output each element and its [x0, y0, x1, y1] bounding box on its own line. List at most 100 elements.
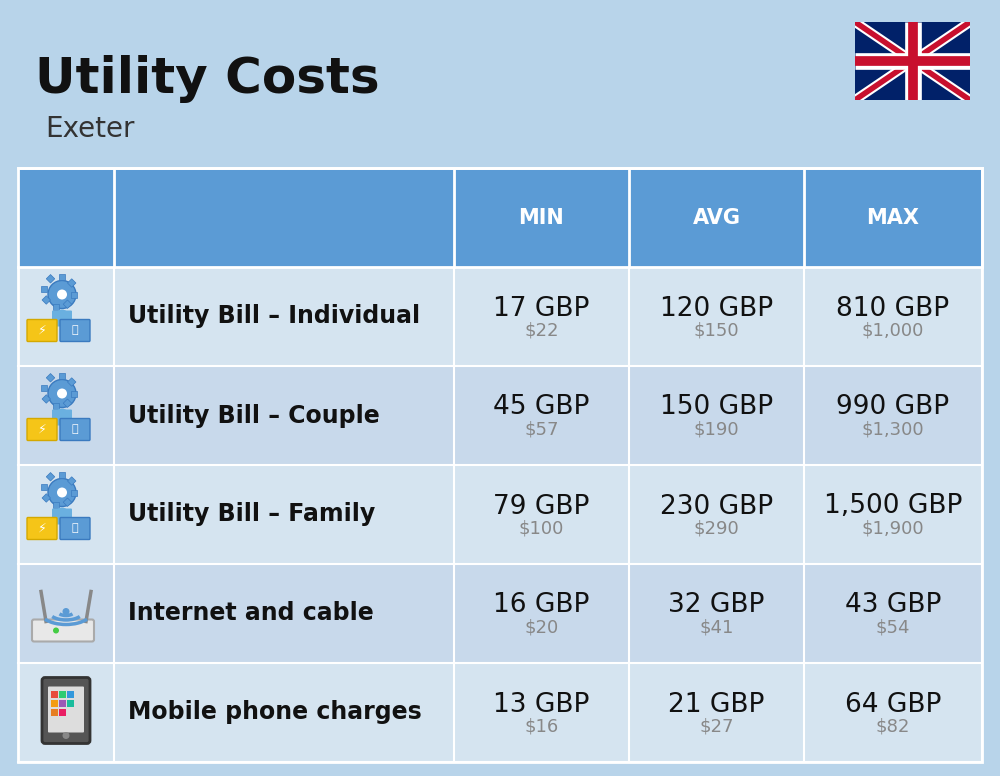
Bar [67, 476, 76, 485]
FancyBboxPatch shape [32, 619, 94, 642]
FancyBboxPatch shape [60, 320, 90, 341]
Bar [59, 708, 66, 715]
Text: 230 GBP: 230 GBP [660, 494, 773, 519]
Text: ⚡: ⚡ [38, 522, 46, 535]
FancyBboxPatch shape [52, 410, 72, 425]
Text: 21 GBP: 21 GBP [668, 691, 765, 718]
Circle shape [53, 628, 59, 633]
FancyBboxPatch shape [27, 320, 57, 341]
Text: 32 GBP: 32 GBP [668, 593, 765, 618]
Text: $27: $27 [699, 718, 734, 736]
Bar [454, 168, 629, 267]
Text: $20: $20 [524, 618, 559, 636]
Text: $190: $190 [694, 421, 739, 438]
Text: 13 GBP: 13 GBP [493, 691, 590, 718]
Bar [53, 501, 59, 508]
Text: 990 GBP: 990 GBP [836, 394, 950, 421]
Bar [63, 300, 72, 309]
Bar [67, 699, 74, 706]
Circle shape [57, 487, 67, 497]
Text: Utility Bill – Couple: Utility Bill – Couple [128, 404, 380, 428]
Text: $57: $57 [524, 421, 559, 438]
Text: MAX: MAX [866, 207, 920, 227]
Bar [63, 399, 72, 407]
Circle shape [62, 608, 70, 615]
Text: MIN: MIN [519, 207, 564, 227]
Text: 🔧: 🔧 [72, 424, 78, 435]
Bar [71, 390, 77, 397]
Bar [42, 395, 51, 404]
Text: ⚡: ⚡ [38, 423, 46, 436]
Bar [46, 373, 55, 382]
FancyBboxPatch shape [27, 418, 57, 441]
Bar [18, 366, 982, 465]
Bar [59, 372, 65, 379]
Bar [71, 292, 77, 297]
Circle shape [48, 379, 76, 407]
Text: $16: $16 [524, 718, 559, 736]
Bar [46, 275, 55, 283]
FancyBboxPatch shape [52, 508, 72, 525]
Text: 16 GBP: 16 GBP [493, 593, 590, 618]
Bar [59, 691, 66, 698]
Circle shape [57, 389, 67, 399]
Text: 1,500 GBP: 1,500 GBP [824, 494, 962, 519]
Bar [53, 303, 59, 310]
Bar [51, 699, 58, 706]
Text: $290: $290 [694, 519, 739, 538]
Bar [41, 286, 47, 292]
FancyBboxPatch shape [48, 687, 84, 733]
Bar [18, 267, 982, 366]
Circle shape [62, 732, 70, 739]
Circle shape [55, 508, 69, 521]
Text: Mobile phone charges: Mobile phone charges [128, 701, 422, 725]
Text: Internet and cable: Internet and cable [128, 601, 374, 625]
Bar [71, 490, 77, 496]
Bar [46, 473, 55, 481]
Circle shape [55, 408, 69, 422]
FancyBboxPatch shape [42, 677, 90, 743]
Text: $41: $41 [699, 618, 734, 636]
Bar [67, 279, 76, 287]
Text: $22: $22 [524, 321, 559, 340]
Text: 🔧: 🔧 [72, 524, 78, 534]
Bar [67, 378, 76, 386]
Text: $100: $100 [519, 519, 564, 538]
Bar [59, 273, 65, 279]
Text: ⚡: ⚡ [38, 324, 46, 337]
Bar [18, 663, 982, 762]
Bar [53, 403, 59, 408]
Text: Utility Costs: Utility Costs [35, 55, 380, 103]
Text: 150 GBP: 150 GBP [660, 394, 773, 421]
Text: $1,000: $1,000 [862, 321, 924, 340]
FancyBboxPatch shape [52, 310, 72, 327]
Text: 810 GBP: 810 GBP [836, 296, 950, 321]
Text: 120 GBP: 120 GBP [660, 296, 773, 321]
Circle shape [55, 310, 69, 324]
Bar [59, 699, 66, 706]
Text: $82: $82 [876, 718, 910, 736]
Bar [41, 483, 47, 490]
Bar [42, 296, 51, 304]
Text: $1,900: $1,900 [862, 519, 924, 538]
FancyBboxPatch shape [60, 518, 90, 539]
Bar [59, 472, 65, 477]
Text: Utility Bill – Individual: Utility Bill – Individual [128, 304, 420, 328]
Bar [67, 691, 74, 698]
Bar [51, 691, 58, 698]
Bar [18, 465, 982, 564]
Text: 64 GBP: 64 GBP [845, 691, 941, 718]
Circle shape [48, 280, 76, 309]
Bar [41, 384, 47, 390]
Circle shape [57, 289, 67, 300]
Text: $150: $150 [694, 321, 739, 340]
Text: Utility Bill – Family: Utility Bill – Family [128, 503, 375, 526]
Bar [63, 498, 72, 507]
Text: 43 GBP: 43 GBP [845, 593, 941, 618]
Text: 17 GBP: 17 GBP [493, 296, 590, 321]
Circle shape [48, 479, 76, 507]
Text: $54: $54 [876, 618, 910, 636]
Bar [51, 708, 58, 715]
Text: $1,300: $1,300 [862, 421, 924, 438]
Bar [18, 168, 982, 762]
